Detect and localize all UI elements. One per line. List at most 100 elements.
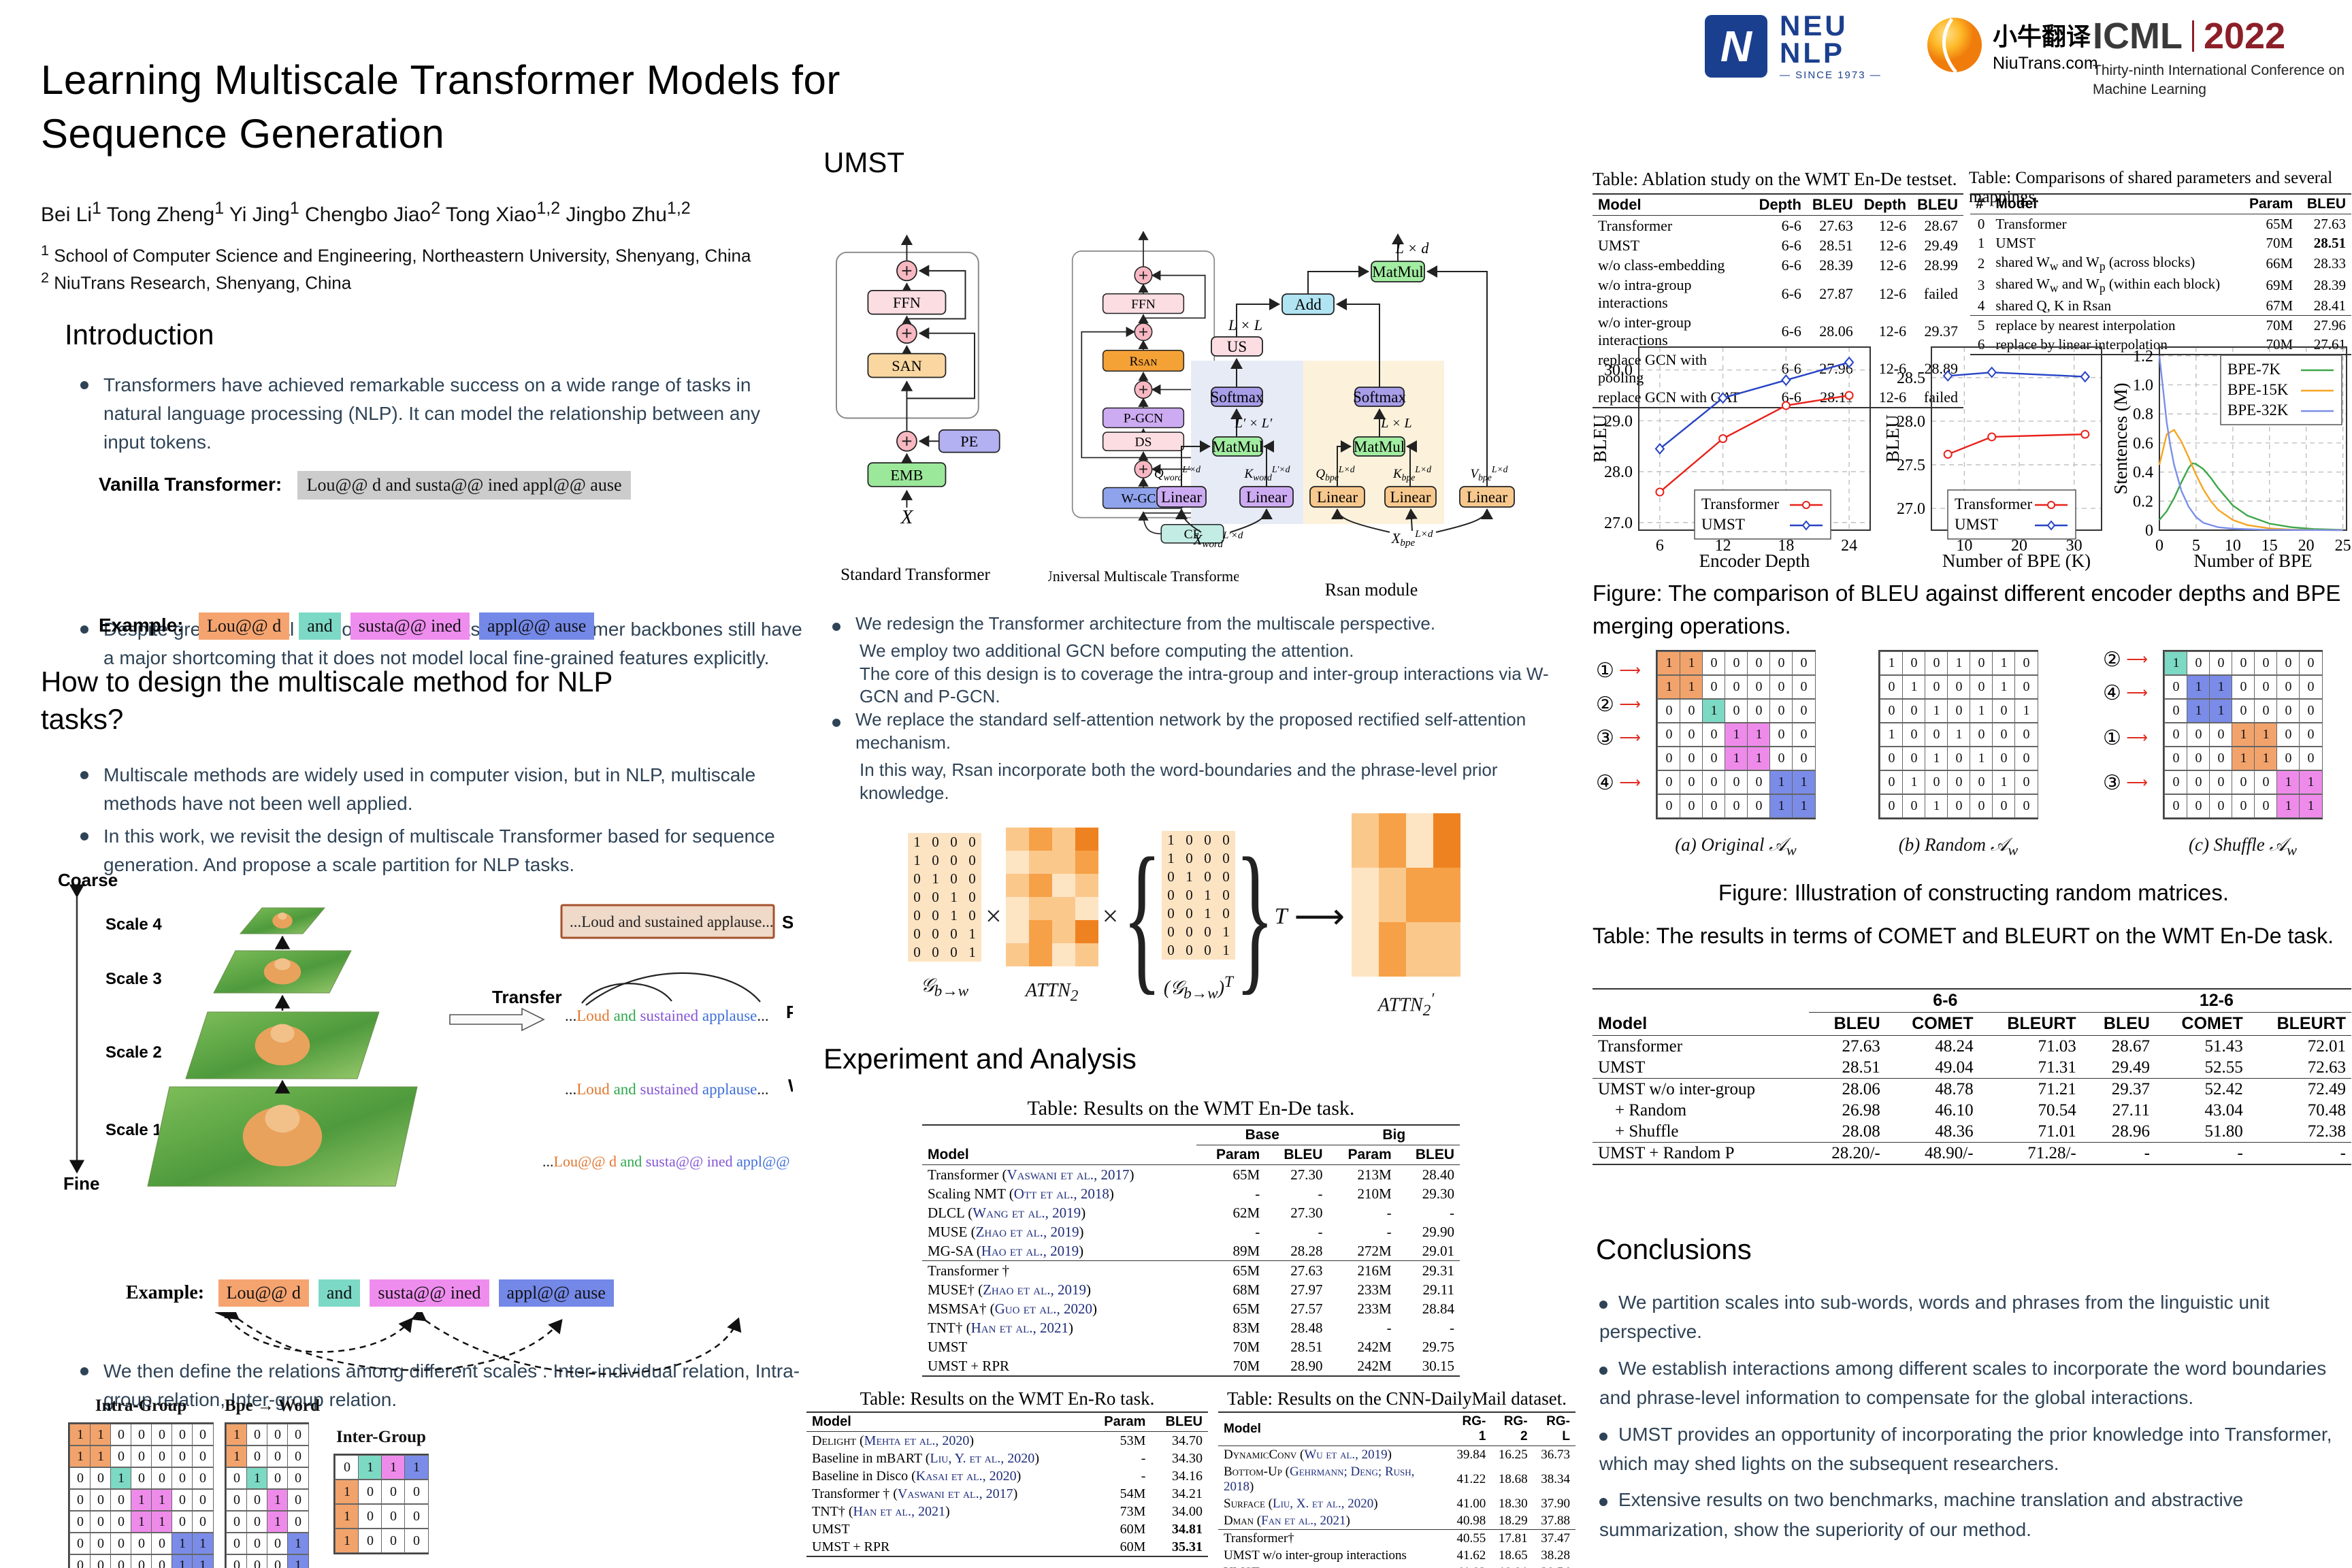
matrix-cell: 0	[2209, 723, 2233, 747]
data-table: Model RG-1 RG-2 RG-L DynamicConv (Wu et al.,…	[1218, 1411, 1575, 1568]
svg-text:29.0: 29.0	[1604, 412, 1633, 430]
table-cell: 12-6	[1878, 284, 1907, 302]
matrix-cell: 1	[1702, 699, 1726, 723]
matrix-cell: 0	[287, 1424, 309, 1446]
matrix-cell: 1	[287, 1533, 309, 1554]
matrix-cell: 1	[944, 887, 963, 906]
matrix-cell: 0	[2014, 675, 2038, 699]
table-cell: 41.00	[1456, 1496, 1486, 1511]
matrix-cell: 1	[192, 1533, 214, 1554]
matrix-cell: 0	[267, 1424, 289, 1446]
matrix-cell: 1	[267, 1489, 289, 1511]
neu-nlp-logo: N NEU NLP — SINCE 1973 —	[1705, 12, 1882, 81]
matrix-cell: 0	[335, 1455, 359, 1480]
col-header: BLEU	[2306, 196, 2346, 212]
table-cell: 71.03	[2038, 1036, 2076, 1056]
matrix-cell: 0	[1992, 699, 2016, 723]
matrix-cell: 0	[1947, 770, 1971, 794]
matrix-cell: 0	[1161, 867, 1180, 886]
heatmap-cell	[1379, 868, 1407, 895]
how-bullet-1: Multiscale methods are widely used in co…	[75, 761, 783, 818]
matrix-cell: 0	[381, 1529, 406, 1553]
table-cell-model: Baseline in Disco (Kasai et al., 2020)	[812, 1468, 1022, 1484]
table-cell: 6-6	[1781, 236, 1801, 254]
left-brace: {	[1122, 823, 1162, 1009]
table-cell: 89M	[1232, 1242, 1260, 1259]
matrix-cell: 1	[1769, 794, 1793, 818]
table-cell: 27.63	[1265, 1260, 1328, 1280]
matrix-cell: 1	[1947, 651, 1971, 675]
matrix-sublabel: (a) Original 𝒜w	[1675, 834, 1797, 859]
matrix-cell: 1	[246, 1467, 268, 1489]
matrix-cell: 1	[962, 943, 981, 962]
table-cell-model: Scaling NMT (Ott et al., 2018)	[928, 1185, 1114, 1202]
table-cell: 43.04	[2204, 1100, 2243, 1120]
sentences-vs-bpe-chart: 0 0.2 0.4 0.6 0.8 1.0 1.2 0 5 10 15 20 25 BPE-7K BPE-1…	[2113, 346, 2351, 571]
table-cell: 18.65	[1498, 1548, 1528, 1563]
matrix-cell: 1	[287, 1554, 309, 1568]
matrix-cell: 0	[2187, 651, 2210, 675]
table-cell: 28.67	[1924, 216, 1959, 234]
matrix-cell: 1	[944, 906, 963, 925]
table-cell-model: replace GCN with pooling	[1598, 350, 1708, 386]
matrix-cell: 0	[1902, 651, 1926, 675]
heatmap-cell	[1406, 949, 1434, 977]
matrix-cell: 1	[2299, 794, 2323, 818]
table-cell: 213M	[1357, 1166, 1392, 1183]
table-cell-model: UMST	[812, 1521, 850, 1537]
matrix-cell: 1	[1198, 885, 1217, 904]
cnn-results-table: Model RG-1 RG-2 RG-L DynamicConv (Wu et al.,…	[1218, 1411, 1575, 1568]
table-cell: 6-6	[1781, 322, 1801, 340]
data-table: Model Base Big Param BLEU Param BLEU Transforme…	[922, 1124, 1460, 1377]
svg-text:L × d: L × d	[1395, 240, 1430, 257]
matrix-cell: 1	[381, 1455, 406, 1480]
table-cell: 41.22	[1456, 1471, 1486, 1486]
col-header: BLEURT	[2007, 1014, 2076, 1033]
example-row: Example: Lou@@ d and susta@@ ined appl@@ au…	[99, 612, 604, 640]
table-cell: 65M	[1196, 1260, 1266, 1280]
table-cell: 48.78	[1885, 1078, 1979, 1100]
heatmap-cell	[1051, 851, 1075, 875]
table-cell: 12-6	[1878, 216, 1907, 234]
token: appl@@ ause	[478, 612, 595, 640]
matrix-cell: 0	[907, 943, 926, 962]
matmul-label: ATTN2	[1025, 980, 1079, 1005]
svg-text:6: 6	[1656, 537, 1664, 555]
matrix-cell: 0	[1792, 675, 1816, 699]
col-header: BLEU	[1833, 1014, 1880, 1033]
table-cell-model: Baseline in mBART (Liu, Y. et al., 2020)	[812, 1450, 1039, 1466]
data-table: Model Depth BLEU Depth BLEU Transformer 6-6 27.…	[1592, 193, 1963, 408]
svg-text:Universal Multiscale Transform: Universal Multiscale Transformer	[1048, 568, 1239, 585]
table-cell-model: UMST + RPR	[812, 1539, 890, 1554]
table-row: Transformer 6-6 27.63 12-6 28.67	[1592, 216, 1963, 236]
table-cell: 72.63	[2307, 1058, 2346, 1077]
matrix-cell: 0	[1179, 904, 1198, 923]
table-row: UMST + RPR 70M 28.90 242M 30.15	[922, 1356, 1460, 1376]
matrix-cell: 0	[944, 943, 963, 962]
group-index-label: ③ ⟶	[2103, 772, 2148, 794]
svg-text:30: 30	[2066, 537, 2082, 555]
matrix-cell: 0	[1725, 651, 1748, 675]
matrix-cell: 0	[1792, 699, 1816, 723]
table-cell-model: replace by nearest interpolation	[1990, 315, 2240, 336]
svg-text:Scale 2: Scale 2	[105, 1043, 162, 1062]
matrix-cell: 0	[151, 1424, 173, 1446]
table-cell: -	[1141, 1468, 1146, 1484]
matrix-cell: 0	[172, 1446, 193, 1467]
svg-text:12: 12	[1715, 537, 1731, 555]
heatmap-cell	[1005, 851, 1029, 875]
token: and	[318, 1279, 361, 1307]
matrix-cell: 0	[962, 832, 981, 851]
matrix-cell: 0	[1161, 885, 1180, 904]
table-cell: 28.48	[1290, 1319, 1323, 1336]
table-cols: Model RG-1 RG-2 RG-L	[1218, 1412, 1575, 1446]
svg-text:0.6: 0.6	[2133, 435, 2153, 453]
table-cell: 12-6	[1878, 236, 1907, 254]
matrix-cell: 0	[1947, 747, 1971, 770]
svg-text:Linear: Linear	[1390, 489, 1431, 506]
heatmap-cell	[1005, 828, 1029, 851]
inter-group-title: Inter-Group	[336, 1428, 426, 1446]
matrix-cell: 1	[2276, 770, 2300, 794]
table-row: UMST + Random P 28.20/- 48.90/- 71.28/- - - -	[1592, 1142, 2351, 1164]
